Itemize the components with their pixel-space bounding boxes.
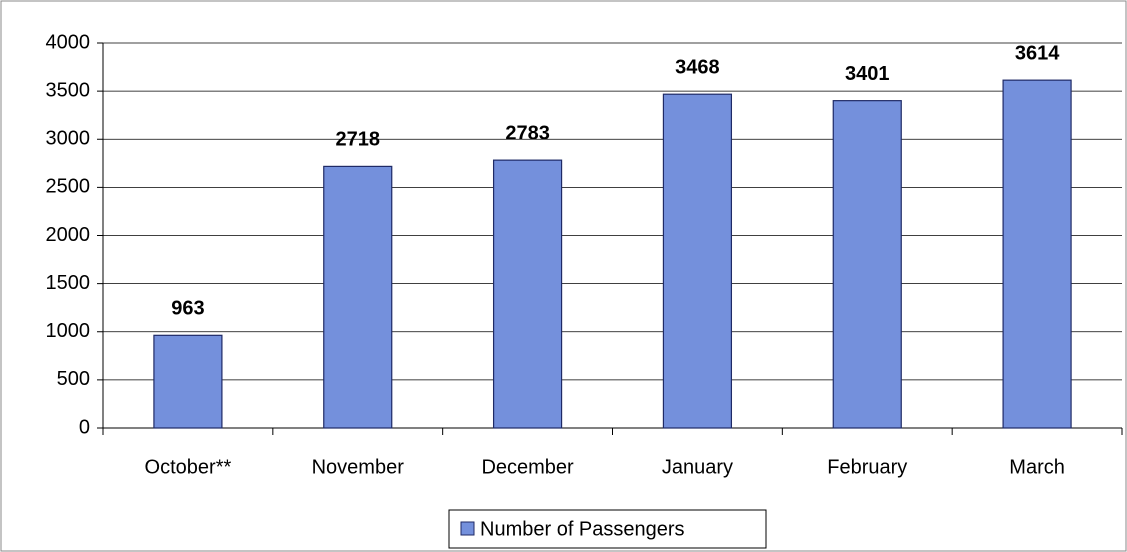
y-tick-label: 4000: [46, 31, 91, 53]
data-label: 2718: [336, 129, 381, 151]
y-tick-label: 2000: [46, 224, 91, 246]
y-tick-label: 2500: [46, 176, 91, 198]
x-tick-label: December: [481, 456, 574, 478]
bar: [832, 100, 902, 429]
y-tick-label: 1000: [46, 320, 91, 342]
bar: [662, 93, 733, 429]
bar: [492, 159, 563, 429]
x-tick-label: January: [662, 456, 733, 478]
y-tick-label: 500: [57, 368, 90, 390]
y-tick-label: 3500: [46, 79, 91, 101]
x-tick-label: November: [312, 456, 405, 478]
x-tick-label: March: [1009, 456, 1065, 478]
bar: [153, 334, 223, 429]
data-label: 3401: [845, 63, 890, 85]
bar: [323, 165, 393, 429]
x-tick-label: February: [827, 456, 907, 478]
data-label: 3614: [1015, 42, 1060, 64]
data-label: 963: [171, 298, 204, 320]
legend-swatch: [460, 521, 475, 536]
legend-label: Number of Passengers: [480, 518, 685, 540]
y-tick-label: 3000: [46, 128, 91, 150]
y-tick-label: 1500: [46, 272, 91, 294]
legend-box: [448, 509, 767, 549]
data-label: 2783: [505, 122, 550, 144]
data-label: 3468: [675, 56, 720, 78]
y-tick-label: 0: [79, 416, 90, 438]
x-tick-label: October**: [145, 456, 232, 478]
bar: [1002, 79, 1072, 429]
